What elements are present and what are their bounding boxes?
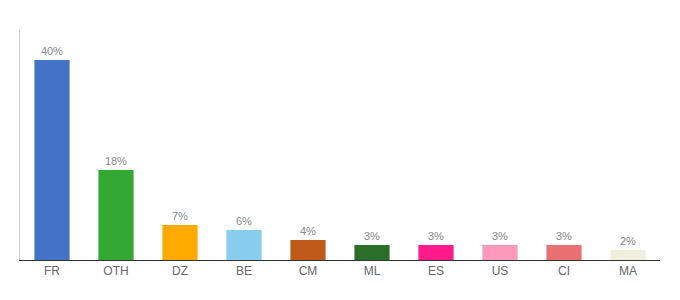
- svg-text:ES: ES: [428, 264, 444, 278]
- svg-text:3%: 3%: [428, 230, 444, 242]
- svg-text:3%: 3%: [556, 230, 572, 242]
- svg-text:CI: CI: [558, 264, 570, 278]
- svg-text:7%: 7%: [172, 210, 188, 222]
- svg-text:BE: BE: [236, 264, 252, 278]
- svg-text:CM: CM: [299, 264, 318, 278]
- svg-text:4%: 4%: [300, 225, 316, 237]
- svg-text:ML: ML: [364, 264, 381, 278]
- svg-text:40%: 40%: [41, 45, 63, 57]
- svg-text:MA: MA: [619, 264, 637, 278]
- svg-text:FR: FR: [44, 264, 60, 278]
- svg-text:3%: 3%: [364, 230, 380, 242]
- svg-text:18%: 18%: [105, 155, 127, 167]
- svg-text:3%: 3%: [492, 230, 508, 242]
- svg-text:DZ: DZ: [172, 264, 188, 278]
- svg-text:6%: 6%: [236, 215, 252, 227]
- svg-text:2%: 2%: [620, 235, 636, 247]
- svg-text:OTH: OTH: [103, 264, 128, 278]
- svg-text:US: US: [492, 264, 509, 278]
